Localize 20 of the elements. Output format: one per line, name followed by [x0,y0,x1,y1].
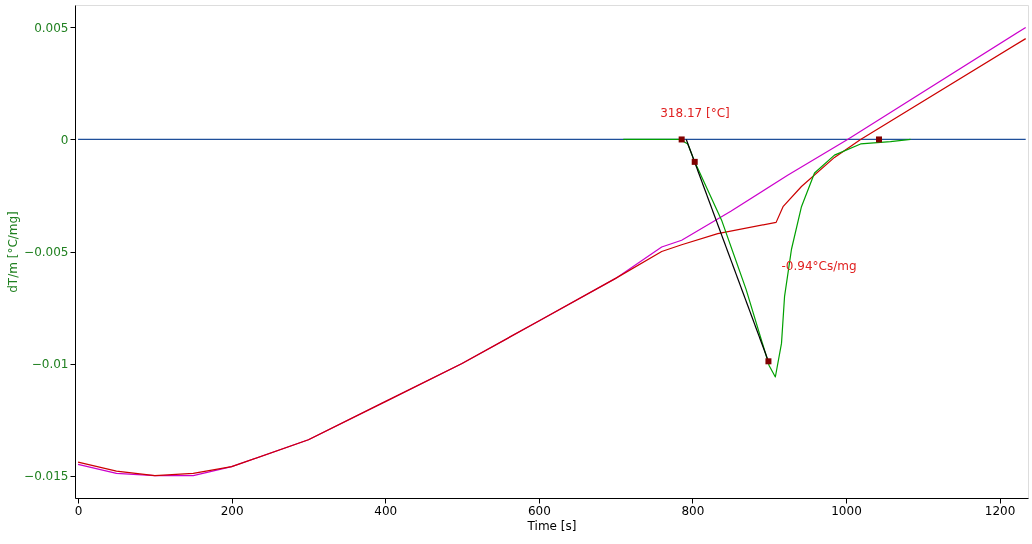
x-tick-label: 400 [374,503,398,518]
point [876,136,883,143]
x-tick-label: 600 [527,503,551,518]
annotation: 318.17 [°C] [660,106,730,120]
y-tick-label: −0.01 [31,357,69,372]
x-tick-label: 0 [74,503,83,518]
x-axis-title: Time [s] [526,518,577,533]
point [678,136,685,143]
y-axis-title: dT/m [°C/mg] [6,211,21,293]
x-tick-label: 800 [681,503,705,518]
x-tick-label: 200 [220,503,244,518]
y-tick-label: 0 [60,132,69,147]
x-tick-label: 1000 [831,503,862,518]
y-tick-label: −0.015 [24,469,69,484]
y-tick-label: 0.005 [34,20,69,35]
y-tick-label: −0.005 [24,245,69,259]
point [691,158,698,165]
x-tick-label: 1200 [984,503,1016,518]
line-series [622,138,912,378]
point [765,358,772,365]
